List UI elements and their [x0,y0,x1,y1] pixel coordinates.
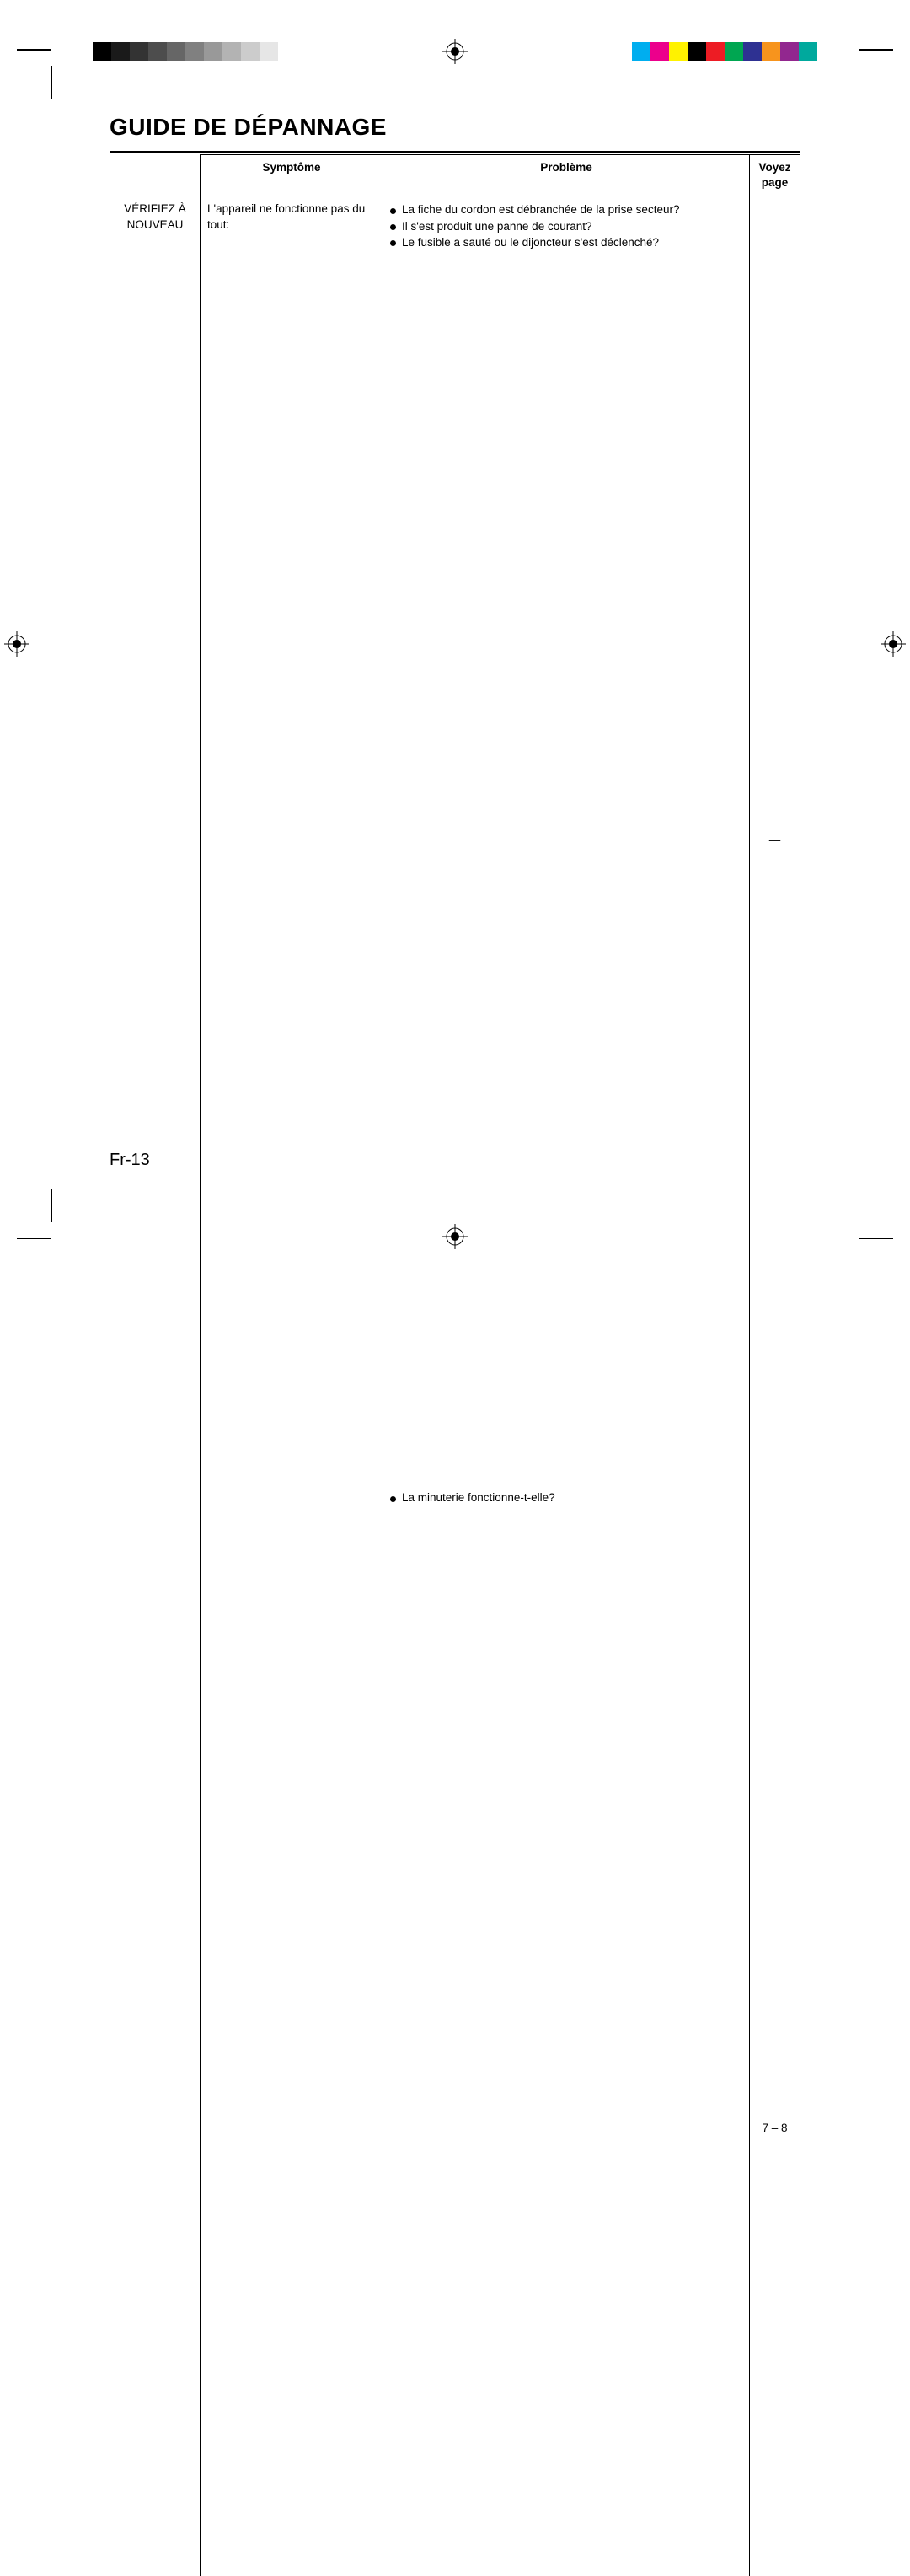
table-header-problem: Problème [383,155,750,196]
swatch [111,42,130,61]
swatch [688,42,706,61]
page: GUIDE DE DÉPANNAGE Symptôme Problème Voy… [0,0,910,1288]
swatch [167,42,185,61]
problem-cell: La fiche du cordon est débranchée de la … [383,196,750,1484]
registration-mark-icon [881,631,906,657]
crop-mark [859,1189,860,1222]
swatch [669,42,688,61]
table-header-symptom: Symptôme [201,155,383,196]
heading-troubleshooting: GUIDE DE DÉPANNAGE [110,114,800,141]
crop-mark [51,1189,52,1222]
registration-mark-icon [442,39,468,64]
swatch [762,42,780,61]
swatch [725,42,743,61]
color-calibration-strip [632,42,817,61]
troubleshooting-table: Symptôme Problème Voyez page VÉRIFIEZ À … [110,154,800,2576]
page-ref-cell: 7 – 8 [750,1484,800,2576]
swatch [743,42,762,61]
grayscale-calibration-strip [93,42,278,61]
swatch [799,42,817,61]
table-rowhead: VÉRIFIEZ À NOUVEAU [110,196,201,2576]
list-item: Le fusible a sauté ou le dijoncteur s'es… [390,235,742,250]
list-item: La fiche du cordon est débranchée de la … [390,202,742,217]
table-row: VÉRIFIEZ À NOUVEAUL'appareil ne fonction… [110,196,800,1484]
divider [110,151,800,153]
swatch [650,42,669,61]
bullet-list: La minuterie fonctionne-t-elle? [390,1490,742,1505]
swatch [185,42,204,61]
crop-mark [17,1238,51,1240]
table-header-blank [110,155,201,196]
swatch [780,42,799,61]
content-area: GUIDE DE DÉPANNAGE Symptôme Problème Voy… [110,114,800,2576]
list-item: La minuterie fonctionne-t-elle? [390,1490,742,1505]
page-ref-cell: — [750,196,800,1484]
swatch [130,42,148,61]
list-item: Il s'est produit une panne de courant? [390,219,742,234]
page-number: Fr-13 [110,1151,150,1170]
registration-mark-icon [4,631,29,657]
swatch [706,42,725,61]
table-header-page: Voyez page [750,155,800,196]
crop-mark [859,49,893,51]
crop-mark [51,66,52,99]
swatch [260,42,278,61]
crop-mark [859,1238,893,1240]
problem-cell: La minuterie fonctionne-t-elle? [383,1484,750,2576]
swatch [204,42,222,61]
crop-mark [17,49,51,51]
crop-mark [859,66,860,99]
swatch [632,42,650,61]
swatch [222,42,241,61]
symptom-cell: L'appareil ne fonctionne pas du tout: [201,196,383,2576]
swatch [93,42,111,61]
swatch [148,42,167,61]
bullet-list: La fiche du cordon est débranchée de la … [390,202,742,250]
swatch [241,42,260,61]
